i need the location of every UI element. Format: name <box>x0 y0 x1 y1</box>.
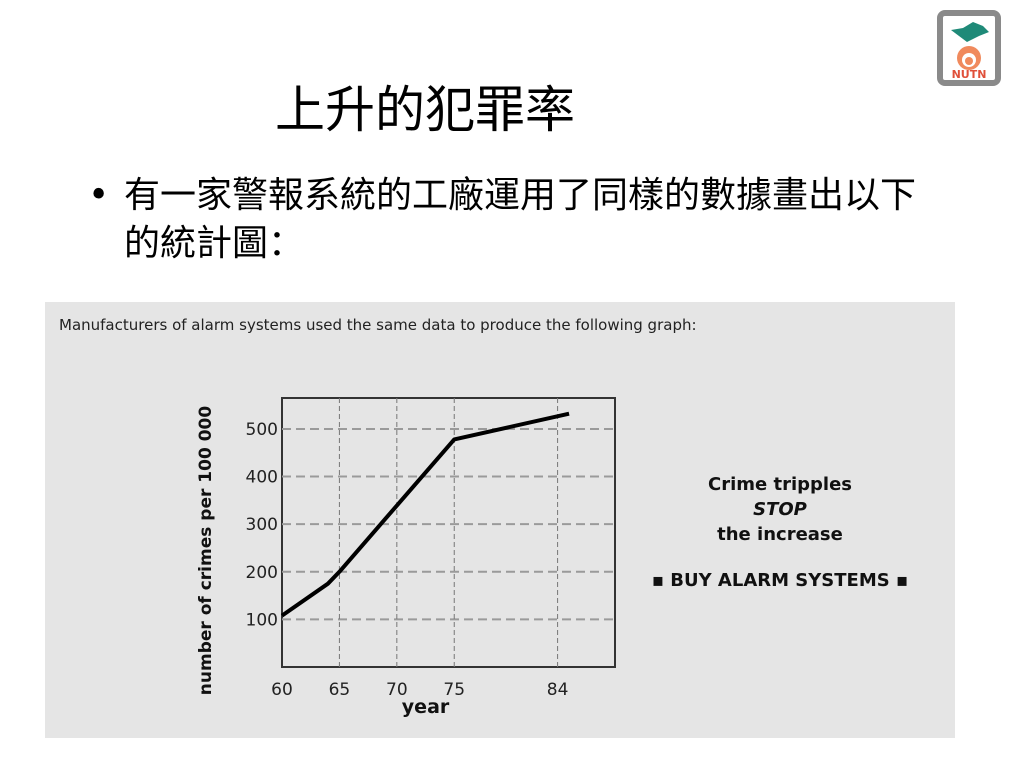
slide-title: 上升的犯罪率 <box>275 81 575 139</box>
x-tick-label: 70 <box>386 680 408 700</box>
bullet-item: • 有一家警報系統的工廠運用了同樣的數據畫出以下的統計圖： <box>88 172 918 268</box>
line-chart: 100 200 300 400 500 60 65 70 75 84 year number of c… <box>196 397 616 718</box>
x-tick-label: 65 <box>329 680 351 700</box>
buy-alarm-slogan: ▪ BUY ALARM SYSTEMS ▪ <box>651 570 909 591</box>
annotation-line-1: Crime tripples <box>708 474 852 495</box>
data-line <box>280 411 570 618</box>
plot-frame <box>281 397 616 668</box>
chart-annotation: Crime tripples STOP the increase <box>665 472 895 547</box>
svg-text:NUTN: NUTN <box>952 68 987 80</box>
x-tick-label: 84 <box>547 680 569 700</box>
chart-panel: Manufacturers of alarm systems used the … <box>45 302 955 738</box>
x-axis-label: year <box>402 696 450 718</box>
y-tick-label: 500 <box>246 420 278 440</box>
y-tick-label: 100 <box>246 610 278 630</box>
bullet-dot: • <box>88 175 110 216</box>
annotation-line-3: the increase <box>717 524 843 545</box>
nutn-logo: NUTN <box>937 10 1001 86</box>
x-tick-label: 75 <box>443 680 465 700</box>
x-tick-label: 60 <box>271 680 293 700</box>
y-tick-label: 400 <box>246 468 278 488</box>
y-tick-label: 200 <box>246 563 278 583</box>
chart-caption: Manufacturers of alarm systems used the … <box>59 316 697 334</box>
y-axis-label: number of crimes per 100 000 <box>196 406 216 696</box>
logo-graphic: NUTN <box>951 22 989 80</box>
annotation-line-2: STOP <box>753 499 807 520</box>
y-tick-label: 300 <box>246 515 278 535</box>
bullet-text: 有一家警報系統的工廠運用了同樣的數據畫出以下的統計圖： <box>124 175 917 264</box>
